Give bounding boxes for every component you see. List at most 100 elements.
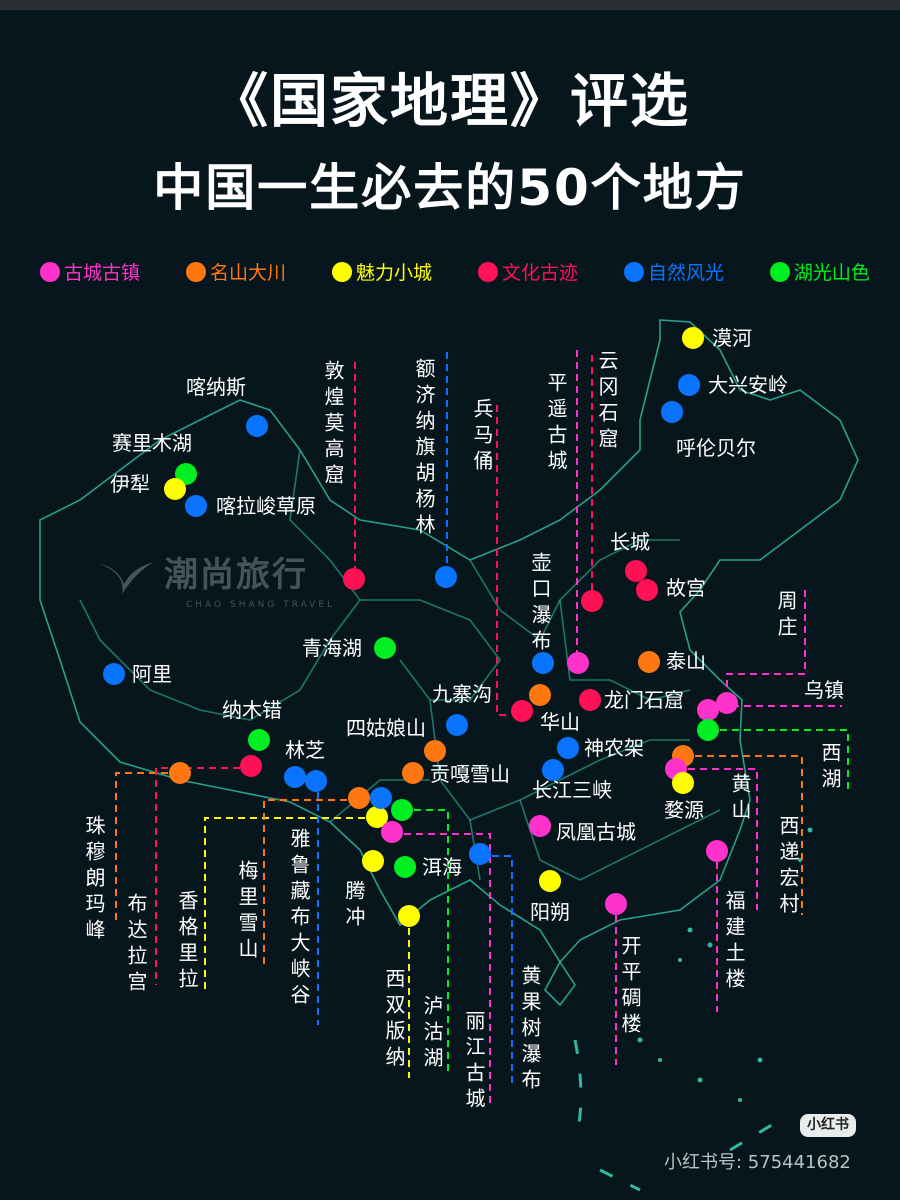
leader-line bbox=[115, 772, 168, 925]
legend: 古城古镇 名山大川 魅力小城 文化古迹 自然风光 湖光山色 bbox=[40, 258, 870, 285]
leader-line bbox=[263, 799, 347, 965]
place-label: 九寨沟 bbox=[432, 682, 492, 706]
leader-line bbox=[155, 767, 240, 985]
place-label: 壶口瀑布 bbox=[528, 552, 552, 656]
place-marker-lake[interactable] bbox=[391, 799, 413, 821]
place-marker-charm_town[interactable] bbox=[366, 806, 388, 828]
place-marker-charm_town[interactable] bbox=[539, 870, 561, 892]
leader-line bbox=[720, 729, 849, 790]
place-marker-nature[interactable] bbox=[678, 374, 700, 396]
place-label: 神农架 bbox=[584, 736, 644, 760]
place-marker-ancient_town[interactable] bbox=[381, 821, 403, 843]
place-label: 乌镇 bbox=[804, 678, 844, 702]
place-marker-charm_town[interactable] bbox=[362, 850, 384, 872]
place-marker-ancient_town[interactable] bbox=[529, 815, 551, 837]
place-label: 阿里 bbox=[132, 662, 172, 686]
place-marker-nature[interactable] bbox=[469, 843, 491, 865]
place-marker-mountain[interactable] bbox=[402, 762, 424, 784]
place-marker-nature[interactable] bbox=[246, 415, 268, 437]
place-label: 长江三峡 bbox=[532, 778, 612, 802]
place-marker-nature[interactable] bbox=[185, 495, 207, 517]
place-marker-mountain[interactable] bbox=[638, 651, 660, 673]
place-label: 青海湖 bbox=[302, 636, 362, 660]
xiaohongshu-logo: 小红书 bbox=[800, 1114, 856, 1137]
place-marker-lake[interactable] bbox=[374, 637, 396, 659]
leader-line bbox=[492, 855, 513, 1085]
place-marker-nature[interactable] bbox=[446, 714, 468, 736]
place-marker-charm_town[interactable] bbox=[682, 327, 704, 349]
place-label: 洱海 bbox=[422, 855, 462, 879]
place-marker-mountain[interactable] bbox=[529, 684, 551, 706]
place-marker-charm_town[interactable] bbox=[398, 905, 420, 927]
top-bar bbox=[0, 0, 900, 10]
place-marker-ancient_town[interactable] bbox=[567, 652, 589, 674]
place-label: 云冈石窟 bbox=[595, 350, 619, 454]
place-label: 婺源 bbox=[664, 798, 704, 822]
legend-label: 魅力小城 bbox=[355, 262, 432, 284]
place-marker-lake[interactable] bbox=[248, 729, 270, 751]
place-marker-nature[interactable] bbox=[370, 787, 392, 809]
place-marker-heritage[interactable] bbox=[625, 560, 647, 582]
legend-dot-icon bbox=[40, 261, 60, 282]
place-marker-ancient_town[interactable] bbox=[605, 893, 627, 915]
place-marker-ancient_town[interactable] bbox=[716, 692, 738, 714]
leader-line bbox=[404, 833, 491, 1105]
place-marker-lake[interactable] bbox=[394, 856, 416, 878]
place-label: 福建土楼 bbox=[722, 890, 746, 994]
place-label: 故宫 bbox=[666, 576, 706, 600]
place-marker-mountain[interactable] bbox=[424, 740, 446, 762]
place-marker-heritage[interactable] bbox=[579, 689, 601, 711]
place-marker-nature[interactable] bbox=[661, 401, 683, 423]
legend-label: 文化古迹 bbox=[501, 262, 578, 284]
place-marker-nature[interactable] bbox=[532, 652, 554, 674]
place-marker-charm_town[interactable] bbox=[672, 772, 694, 794]
place-label: 西双版纳 bbox=[382, 968, 406, 1072]
place-marker-nature[interactable] bbox=[305, 770, 327, 792]
place-label: 纳木错 bbox=[222, 698, 282, 722]
place-marker-mountain[interactable] bbox=[348, 787, 370, 809]
place-marker-ancient_town[interactable] bbox=[697, 699, 719, 721]
map-outline bbox=[39, 319, 859, 1007]
place-marker-heritage[interactable] bbox=[511, 700, 533, 722]
place-marker-nature[interactable] bbox=[103, 663, 125, 685]
place-marker-nature[interactable] bbox=[542, 759, 564, 781]
place-marker-nature[interactable] bbox=[284, 766, 306, 788]
place-label: 凤凰古城 bbox=[556, 820, 636, 844]
place-marker-ancient_town[interactable] bbox=[706, 840, 728, 862]
place-label: 伊犁 bbox=[110, 472, 150, 496]
place-label: 丽江古城 bbox=[462, 1010, 486, 1114]
place-label: 黄山 bbox=[728, 773, 752, 825]
place-label: 兵马俑 bbox=[470, 398, 494, 476]
place-marker-heritage[interactable] bbox=[240, 755, 262, 777]
place-marker-heritage[interactable] bbox=[343, 568, 365, 590]
place-marker-lake[interactable] bbox=[697, 719, 719, 741]
place-label: 阳朔 bbox=[530, 900, 570, 924]
place-marker-mountain[interactable] bbox=[169, 762, 191, 784]
place-label: 喀拉峻草原 bbox=[216, 494, 316, 518]
place-marker-heritage[interactable] bbox=[581, 590, 603, 612]
place-label: 呼伦贝尔 bbox=[676, 436, 756, 460]
place-marker-heritage[interactable] bbox=[636, 579, 658, 601]
legend-item-heritage: 文化古迹 bbox=[477, 258, 578, 285]
legend-label: 古城古镇 bbox=[64, 262, 141, 284]
legend-label: 自然风光 bbox=[647, 262, 724, 284]
leader-line bbox=[414, 809, 449, 1075]
leader-line bbox=[204, 817, 365, 990]
place-label: 龙门石窟 bbox=[604, 688, 684, 712]
place-label: 喀纳斯 bbox=[186, 375, 246, 399]
place-label: 敦煌莫高窟 bbox=[321, 360, 345, 490]
place-marker-nature[interactable] bbox=[435, 566, 457, 588]
legend-item-mountain: 名山大川 bbox=[185, 258, 286, 285]
place-label: 周庄 bbox=[774, 590, 798, 642]
legend-item-nature: 自然风光 bbox=[623, 258, 724, 285]
legend-dot-icon bbox=[477, 261, 498, 282]
place-marker-nature[interactable] bbox=[557, 737, 579, 759]
place-label: 平遥古城 bbox=[544, 372, 568, 476]
legend-item-lake: 湖光山色 bbox=[769, 258, 870, 285]
legend-dot-icon bbox=[331, 261, 352, 282]
account-id: 小红书号: 575441682 bbox=[664, 1152, 851, 1173]
place-marker-charm_town[interactable] bbox=[164, 478, 186, 500]
place-label: 额济纳旗胡杨林 bbox=[412, 358, 436, 540]
place-label: 开平碉楼 bbox=[618, 935, 642, 1039]
